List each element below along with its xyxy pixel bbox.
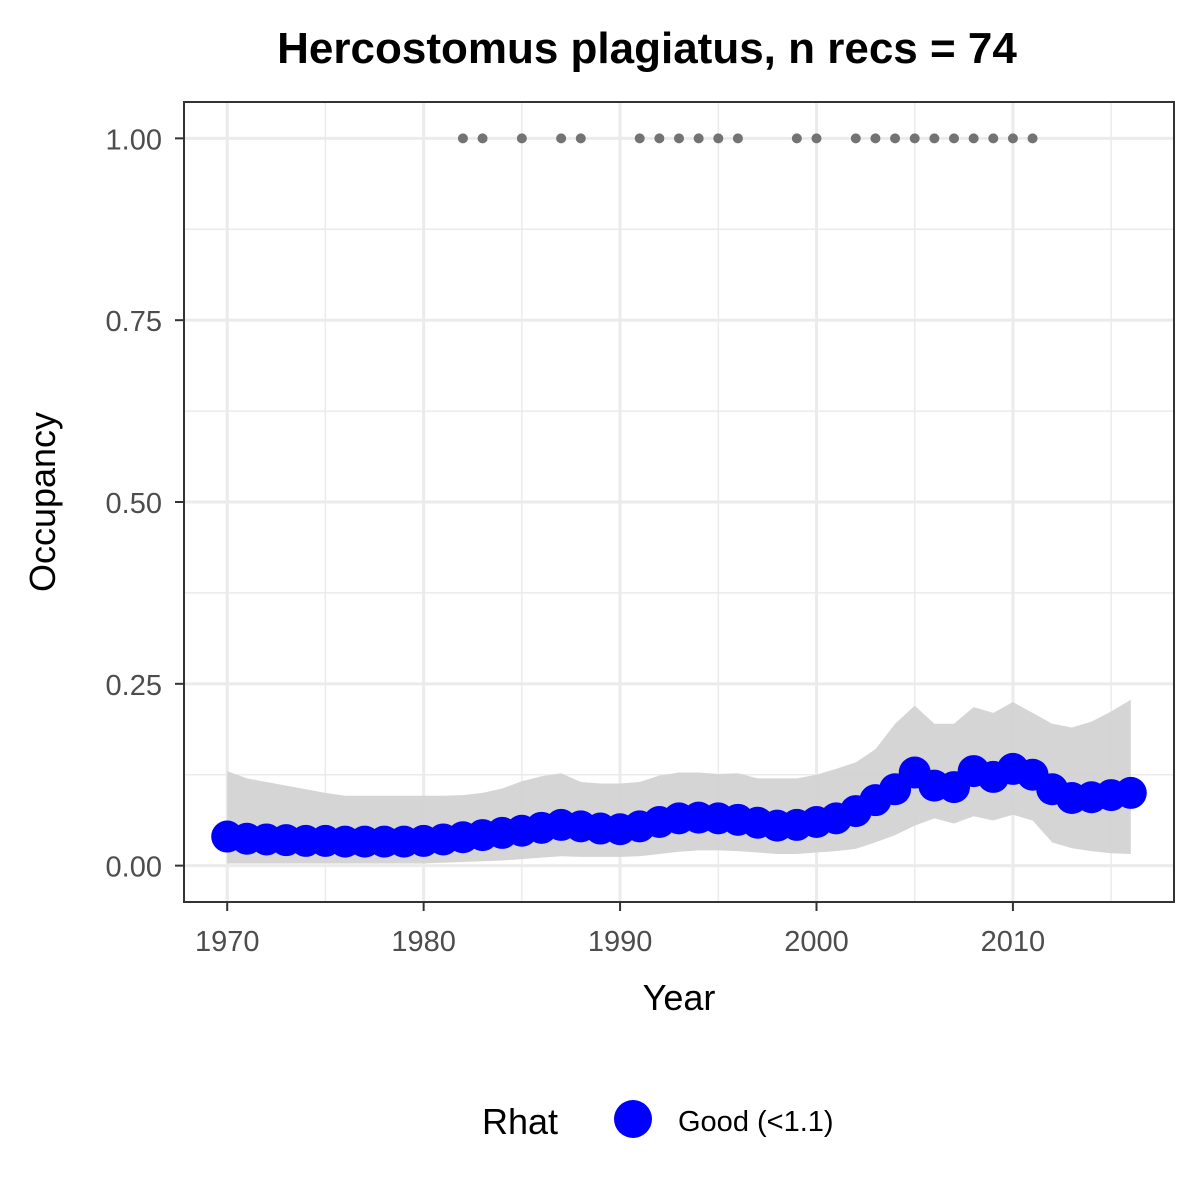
chart-title: Hercostomus plagiatus, n recs = 74 (277, 24, 1017, 73)
y-axis-title: Occupancy (22, 412, 63, 592)
y-tick-label: 0.25 (106, 670, 162, 702)
x-tick-label: 1970 (195, 926, 260, 958)
record-point (909, 133, 920, 144)
record-point (949, 133, 959, 144)
record-point (1027, 133, 1038, 144)
record-point (634, 133, 645, 144)
record-points-layer (457, 133, 1038, 144)
record-point (968, 133, 979, 144)
record-point (929, 133, 940, 144)
y-tick-label: 0.50 (106, 488, 162, 520)
occupancy-points-layer (211, 752, 1147, 858)
record-point (674, 133, 684, 144)
occupancy-point (1114, 776, 1147, 809)
y-tick-label: 0.75 (106, 306, 162, 338)
x-axis-title: Year (643, 977, 716, 1018)
legend-label: Good (<1.1) (678, 1106, 834, 1138)
confidence-ribbon-layer (227, 699, 1131, 864)
x-tick-label: 1980 (391, 926, 456, 958)
record-point (575, 133, 586, 144)
record-point (477, 133, 488, 144)
y-axis: 0.00 0.25 0.50 0.75 1.00 (106, 124, 184, 884)
y-tick-label: 1.00 (106, 124, 162, 156)
record-point (457, 133, 468, 144)
y-tick-label: 0.00 (106, 852, 162, 884)
x-tick-label: 1990 (588, 926, 653, 958)
record-point (693, 133, 704, 144)
confidence-ribbon (227, 699, 1131, 864)
record-point (556, 133, 567, 144)
record-point (713, 133, 724, 144)
x-tick-label: 2010 (981, 926, 1046, 958)
legend-title: Rhat (482, 1101, 558, 1142)
record-point (1007, 133, 1018, 144)
record-point (791, 133, 802, 144)
x-axis: 1970 1980 1990 2000 2010 (195, 902, 1045, 958)
record-point (654, 133, 665, 144)
legend: Rhat Good (<1.1) (482, 1100, 834, 1142)
record-point (890, 133, 901, 144)
x-tick-label: 2000 (784, 926, 849, 958)
record-point (850, 133, 861, 144)
record-point (988, 133, 999, 144)
record-point (732, 133, 743, 144)
record-point (870, 133, 881, 144)
record-point (811, 133, 822, 144)
legend-key-marker (614, 1100, 652, 1138)
record-point (516, 133, 527, 144)
